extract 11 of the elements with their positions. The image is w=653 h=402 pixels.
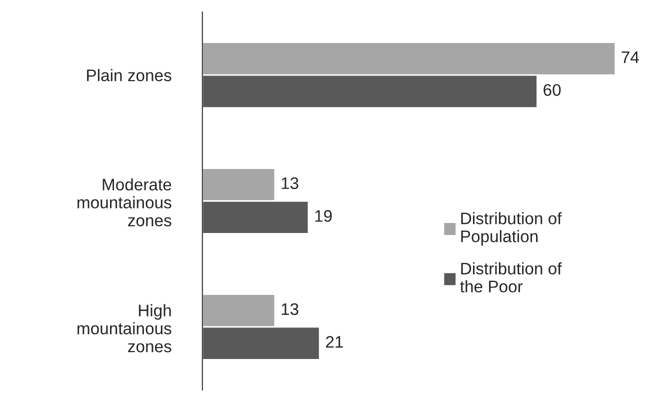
y-tick-label: High mountainous zones xyxy=(78,304,172,352)
data-label: 13 xyxy=(282,177,298,190)
legend-label: Distribution of the Poor xyxy=(460,262,562,292)
data-label: 21 xyxy=(326,336,343,348)
legend-label: Distribution of Population xyxy=(461,212,562,246)
y-tick-label: Moderate mountainous zones xyxy=(78,178,172,226)
data-label: 13 xyxy=(282,303,298,316)
y-tick-label: Plain zones xyxy=(87,69,172,82)
data-label: 60 xyxy=(544,84,561,96)
data-label: 19 xyxy=(315,210,332,222)
data-label: 74 xyxy=(622,52,639,63)
